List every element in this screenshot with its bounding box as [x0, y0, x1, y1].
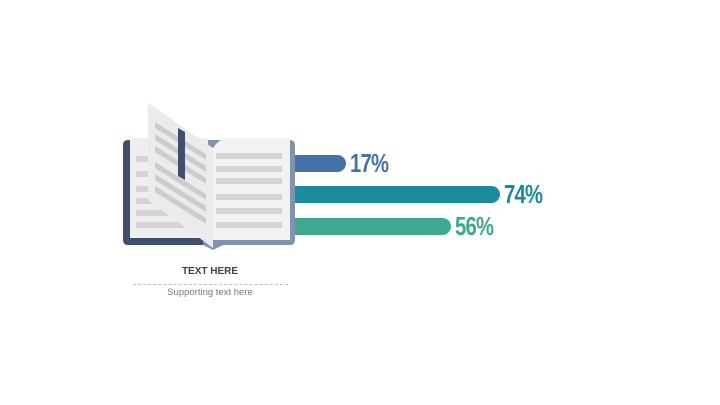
progress-bar: [290, 186, 500, 203]
progress-bar: [290, 155, 346, 172]
caption-title: TEXT HERE: [181, 266, 239, 277]
progress-bar: [290, 218, 452, 235]
caption-subtitle: Supporting text here: [167, 287, 253, 298]
open-book-icon: [123, 103, 295, 250]
percent-label: 74%: [503, 179, 543, 209]
percent-label: 17%: [349, 148, 389, 178]
percent-label: 56%: [455, 211, 494, 241]
caption-divider: [133, 284, 288, 285]
